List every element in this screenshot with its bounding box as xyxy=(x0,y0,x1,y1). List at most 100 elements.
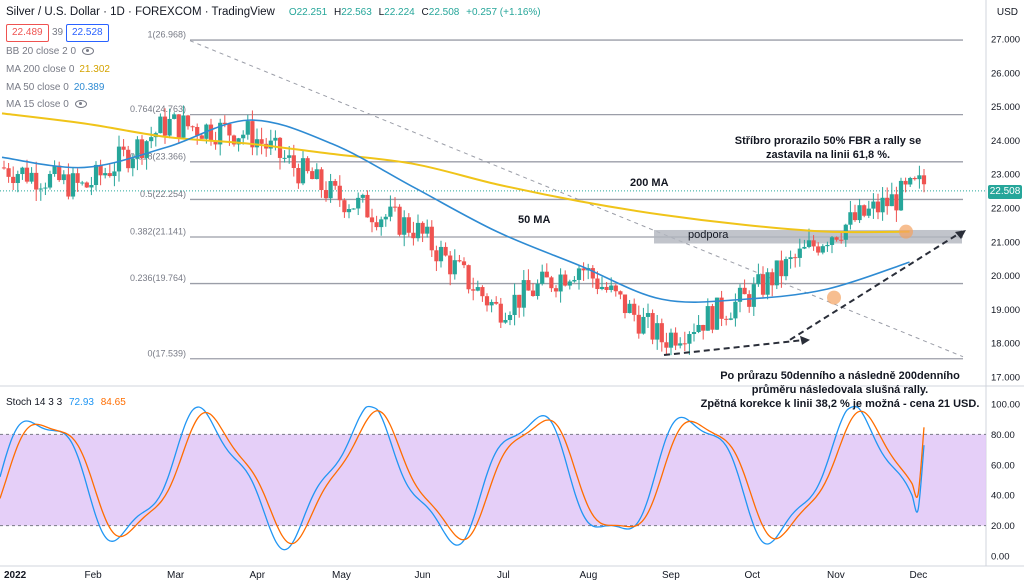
candle-body xyxy=(742,287,747,295)
candle-body xyxy=(632,303,637,315)
indicator-ma200[interactable]: MA 200 close 0 21.302 xyxy=(6,64,110,75)
last-price-label: 22.508 xyxy=(988,185,1022,199)
candle-body xyxy=(1,167,7,169)
candle-body xyxy=(84,182,89,188)
stoch-tick-label: 40.00 xyxy=(991,491,1015,502)
open-label: O xyxy=(288,6,297,18)
stoch-tick-label: 0.00 xyxy=(991,552,1010,563)
stoch-d-value: 84.65 xyxy=(100,397,126,408)
candle-body xyxy=(604,286,609,290)
candle-body xyxy=(535,283,540,297)
bid-button[interactable]: 22.489 xyxy=(6,24,49,42)
candle-body xyxy=(733,301,738,319)
candle-body xyxy=(563,274,568,286)
ask-button[interactable]: 22.528 xyxy=(66,24,109,42)
candle-body xyxy=(43,187,48,189)
downtrend-line xyxy=(189,40,964,358)
candle-body xyxy=(774,260,779,286)
candle-body xyxy=(494,301,499,304)
high-label: H xyxy=(333,6,342,18)
crossover-marker xyxy=(827,290,841,305)
candle-body xyxy=(190,126,195,128)
annotation-ma200: 200 MA xyxy=(630,177,669,189)
candle-body xyxy=(121,146,126,150)
candle-body xyxy=(333,181,338,186)
annotation-ma50: 50 MA xyxy=(518,214,551,226)
price-tick-label: 23.000 xyxy=(991,170,1020,181)
candle-body xyxy=(11,176,16,184)
eye-icon[interactable] xyxy=(82,47,95,56)
indicator-bb[interactable]: BB 20 close 2 0 xyxy=(6,46,95,57)
close-value: 22.508 xyxy=(428,6,460,18)
currency-label[interactable]: USD xyxy=(996,7,1018,18)
candle-body xyxy=(581,268,586,271)
indicator-bb-label: BB 20 close 2 0 xyxy=(6,46,77,57)
candle-body xyxy=(222,122,227,125)
candle-body xyxy=(323,190,329,199)
candle-body xyxy=(438,246,444,262)
candle-body xyxy=(811,240,816,247)
candle-body xyxy=(66,174,71,197)
candle-body xyxy=(185,115,191,127)
candle-body xyxy=(402,217,407,235)
candle-body xyxy=(673,332,678,346)
candle-body xyxy=(751,284,756,307)
candle-body xyxy=(397,206,402,235)
candle-body xyxy=(788,257,793,260)
candle-body xyxy=(885,197,890,207)
candle-body xyxy=(627,303,632,314)
stoch-tick-label: 100.00 xyxy=(991,400,1020,411)
high-value: 22.563 xyxy=(341,6,372,18)
candle-body xyxy=(503,320,508,323)
candle-body xyxy=(829,237,835,245)
eye-icon[interactable] xyxy=(74,100,87,109)
candle-body xyxy=(678,343,683,346)
trend-arrow-2 xyxy=(789,230,963,341)
candle-body xyxy=(420,222,425,234)
candle-body xyxy=(668,332,674,348)
candle-body xyxy=(526,280,531,291)
stoch-k-value: 72.93 xyxy=(68,397,94,408)
indicator-ma50[interactable]: MA 50 close 0 20.389 xyxy=(6,82,104,93)
candle-body xyxy=(714,297,720,330)
indicator-ma15[interactable]: MA 15 close 0 xyxy=(6,99,87,110)
price-tick-label: 25.000 xyxy=(991,102,1020,113)
candle-body xyxy=(448,255,453,275)
fib-level-label: 0.618(23.366) xyxy=(130,151,186,161)
candle-body xyxy=(199,135,204,139)
candle-body xyxy=(880,197,885,213)
candle-body xyxy=(6,168,11,177)
stoch-header[interactable]: Stoch 14 3 3 72.93 84.65 xyxy=(6,397,126,408)
candle-body xyxy=(857,205,862,221)
candle-body xyxy=(779,260,784,277)
candle-body xyxy=(728,318,733,320)
annotation-bottom-note: Po průrazu 50denního a následně 200denní… xyxy=(700,369,980,411)
indicator-ma200-label: MA 200 close 0 xyxy=(6,64,75,75)
candle-body xyxy=(328,181,333,199)
candle-body xyxy=(480,287,485,297)
price-tick-label: 17.000 xyxy=(991,373,1020,384)
candle-body xyxy=(75,173,80,183)
annotation-bottom-line-3: Zpětná korekce k linii 38,2 % je možná -… xyxy=(700,398,980,410)
candle-body xyxy=(254,139,260,148)
time-tick-label: Jun xyxy=(415,570,431,581)
candle-body xyxy=(599,286,605,290)
candle-body xyxy=(590,268,595,279)
annotation-bottom-line-1: Po průrazu 50denního a následně 200denní… xyxy=(720,370,960,382)
candle-body xyxy=(457,260,462,262)
candle-body xyxy=(273,137,278,141)
candle-body xyxy=(80,182,85,184)
time-tick-label: Jul xyxy=(497,570,510,581)
candle-body xyxy=(921,175,927,185)
candle-body xyxy=(70,173,76,197)
candle-body xyxy=(236,138,241,145)
candle-body xyxy=(268,140,273,149)
candle-body xyxy=(38,188,43,190)
candle-body xyxy=(374,222,379,228)
change-value: +0.257 (+1.16%) xyxy=(466,6,541,18)
candle-body xyxy=(61,174,66,181)
candle-body xyxy=(356,197,361,209)
time-tick-label: Apr xyxy=(250,570,266,581)
candle-body xyxy=(871,201,876,209)
